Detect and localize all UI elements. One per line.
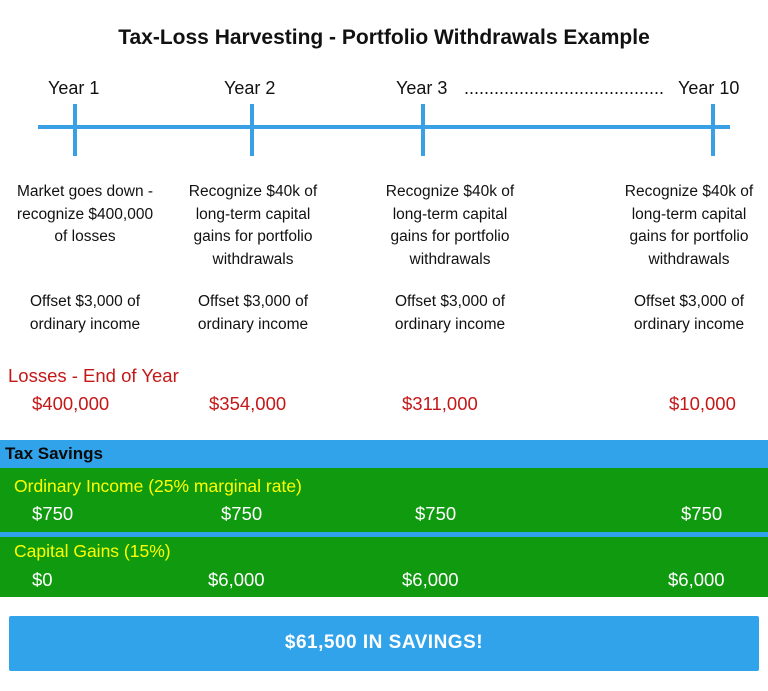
description-year-10: Recognize $40k of long-term capital gain… — [624, 183, 754, 268]
year-label-2: Year 2 — [224, 78, 276, 98]
savings-total: $61,500 IN SAVINGS! — [284, 632, 484, 653]
capital-gains-band — [0, 537, 768, 597]
losses-label: Losses - End of Year — [8, 365, 179, 386]
ordinary-income-year-3: $750 — [415, 503, 457, 524]
description-year-1: Market goes down - recognize $400,000 of… — [16, 183, 154, 245]
ordinary-income-label: Ordinary Income (25% marginal rate) — [14, 476, 302, 496]
tax-savings-header-band — [0, 440, 768, 468]
capital-gains-year-10: $6,000 — [668, 569, 725, 590]
timeline-tick-year-3 — [421, 104, 425, 156]
loss-value-year-10: $10,000 — [669, 393, 736, 414]
year-label-10: Year 10 — [678, 78, 740, 98]
offset-year-1: Offset $3,000 of ordinary income — [29, 293, 141, 333]
page-title: Tax-Loss Harvesting - Portfolio Withdraw… — [118, 26, 650, 49]
capital-gains-year-3: $6,000 — [402, 569, 459, 590]
capital-gains-year-1: $0 — [32, 569, 53, 590]
offset-year-2: Offset $3,000 of ordinary income — [197, 293, 309, 333]
timeline-tick-year-2 — [250, 104, 254, 156]
capital-gains-year-2: $6,000 — [208, 569, 265, 590]
savings-banner — [9, 616, 759, 671]
loss-value-year-1: $400,000 — [32, 393, 110, 414]
timeline-ellipsis: ........................................ — [464, 78, 665, 98]
offset-year-10: Offset $3,000 of ordinary income — [633, 293, 745, 333]
ordinary-income-year-10: $750 — [681, 503, 723, 524]
timeline-line — [38, 125, 730, 129]
ordinary-income-band — [0, 468, 768, 532]
description-year-3: Recognize $40k of long-term capital gain… — [385, 183, 515, 268]
ordinary-income-year-2: $750 — [221, 503, 263, 524]
description-year-2: Recognize $40k of long-term capital gain… — [188, 183, 318, 268]
tax-savings-header: Tax Savings — [5, 444, 103, 463]
band-separator — [0, 532, 768, 537]
capital-gains-label: Capital Gains (15%) — [14, 541, 171, 561]
timeline-tick-year-10 — [711, 104, 715, 156]
loss-value-year-2: $354,000 — [209, 393, 287, 414]
loss-value-year-3: $311,000 — [402, 393, 478, 414]
offset-year-3: Offset $3,000 of ordinary income — [394, 293, 506, 333]
year-label-3: Year 3 — [396, 78, 448, 98]
timeline-tick-year-1 — [73, 104, 77, 156]
ordinary-income-year-1: $750 — [32, 503, 74, 524]
year-label-1: Year 1 — [48, 78, 100, 98]
